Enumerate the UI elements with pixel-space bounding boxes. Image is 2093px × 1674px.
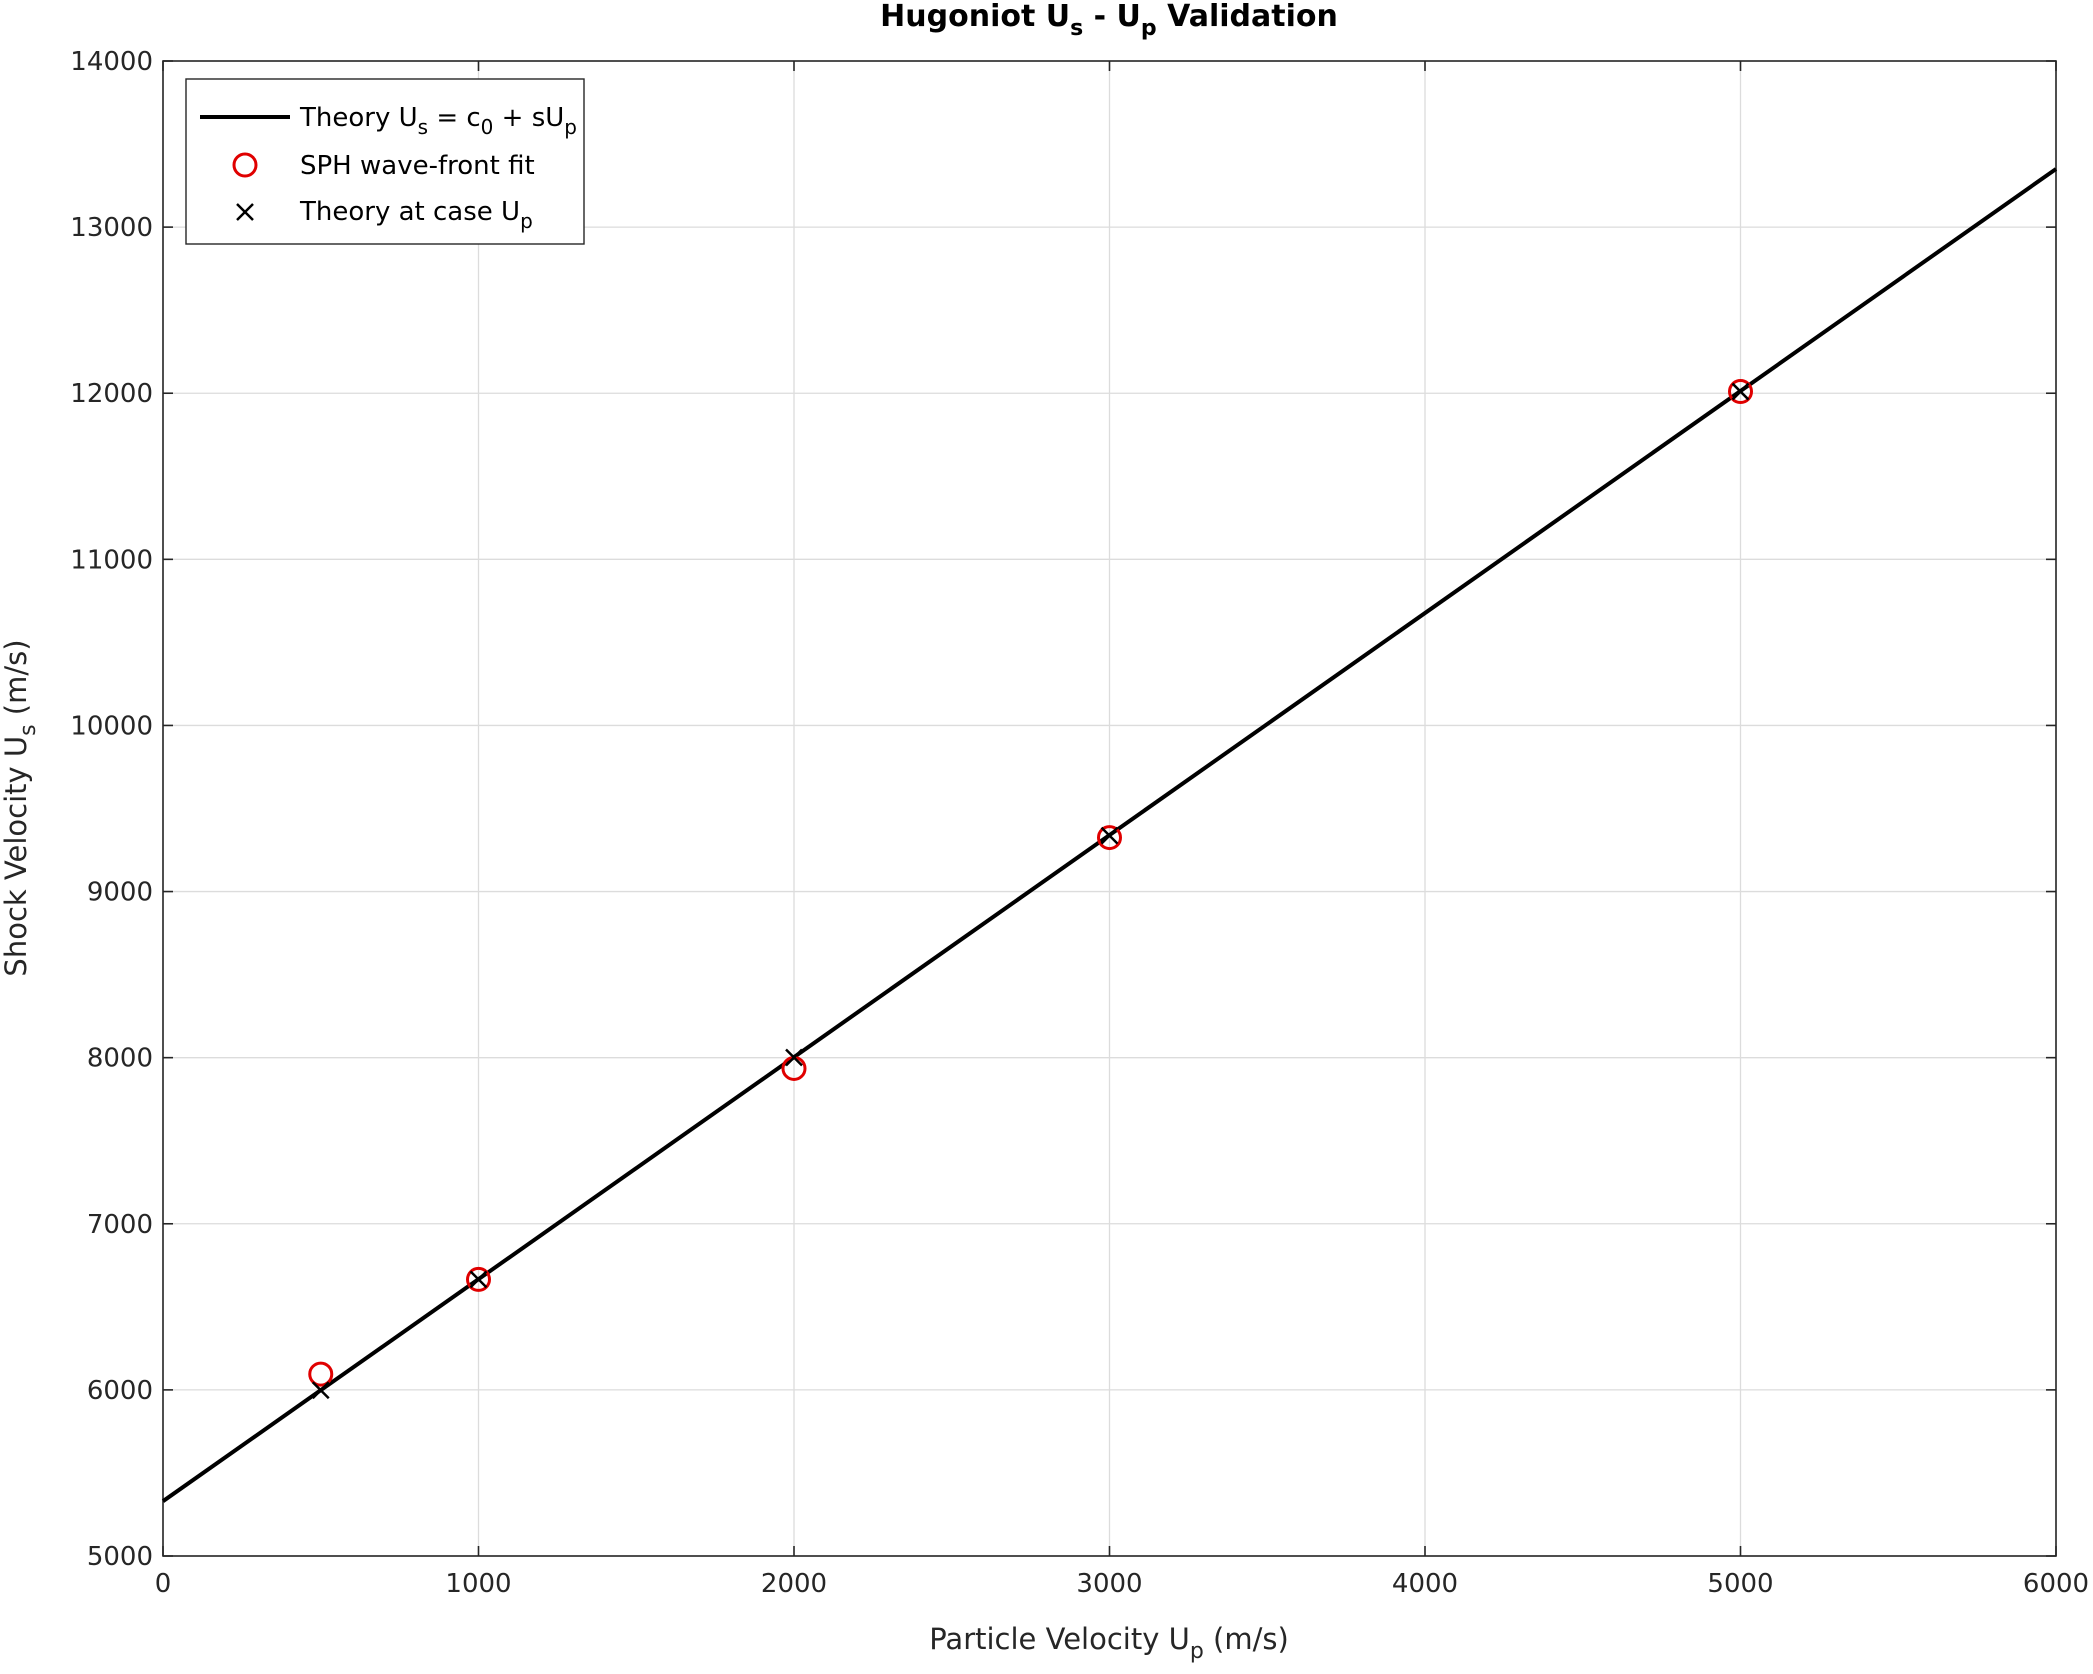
legend-box bbox=[185, 78, 585, 245]
sph-fit-point bbox=[1728, 379, 1753, 405]
x-tick-label: 6000 bbox=[2023, 1569, 2089, 1599]
sph-fit-point bbox=[466, 1266, 491, 1292]
y-tick-label: 8000 bbox=[87, 1044, 153, 1074]
theory-point-marker bbox=[1100, 826, 1119, 845]
series-layer bbox=[161, 167, 2058, 1503]
y-tick-label: 6000 bbox=[87, 1376, 153, 1406]
sph-fit-point bbox=[308, 1361, 334, 1387]
y-tick-label: 5000 bbox=[87, 1542, 153, 1572]
x-tick-label: 0 bbox=[155, 1569, 172, 1599]
theory-point-marker bbox=[785, 1048, 803, 1067]
legend: Theory Us = c0 + sUp SPH wave-front fit … bbox=[185, 78, 585, 245]
x-tick-label: 3000 bbox=[1076, 1569, 1142, 1599]
y-tick-label: 7000 bbox=[87, 1210, 153, 1240]
y-tick-label: 13000 bbox=[70, 213, 153, 243]
grid-layer bbox=[162, 60, 2057, 1557]
theory-point-stroke bbox=[1100, 826, 1119, 845]
sph-fit-point bbox=[1097, 825, 1122, 851]
y-axis-label: Shock Velocity Us (m/s) bbox=[0, 639, 41, 976]
y-tick-label: 10000 bbox=[70, 711, 153, 741]
x-tick-label: 2000 bbox=[761, 1569, 827, 1599]
x-tick-label: 4000 bbox=[1392, 1569, 1458, 1599]
theory-point-stroke bbox=[1731, 382, 1750, 401]
theory-point-stroke bbox=[469, 1270, 488, 1289]
y-tick-label: 9000 bbox=[87, 878, 153, 908]
legend-entry-theory-line: Theory Us = c0 + sUp bbox=[299, 103, 577, 139]
y-tick-label: 14000 bbox=[70, 47, 153, 77]
x-axis-label: Particle Velocity Up (m/s) bbox=[929, 1622, 1289, 1664]
legend-circle-symbol bbox=[232, 152, 258, 178]
chart-title: Hugoniot Us - Up Validation bbox=[880, 0, 1338, 41]
legend-entry-theory-points: Theory at case Up bbox=[299, 197, 533, 233]
y-tick-label: 12000 bbox=[70, 379, 153, 409]
theory-point-marker bbox=[469, 1270, 488, 1289]
theory-point-marker bbox=[311, 1381, 330, 1400]
legend-entry-sph-fit: SPH wave-front fit bbox=[300, 151, 535, 181]
theory-point-stroke bbox=[311, 1381, 330, 1400]
theory-point-stroke bbox=[785, 1048, 803, 1067]
legend-cross-symbol bbox=[236, 203, 254, 221]
theory-point-marker bbox=[1731, 382, 1750, 401]
tick-layer: 0 1000 2000 3000 4000 5000 6000 5000 6000 7000 800… bbox=[70, 47, 2089, 1599]
x-tick-label: 1000 bbox=[445, 1569, 511, 1599]
y-tick-label: 11000 bbox=[70, 545, 153, 575]
x-tick-label: 5000 bbox=[1707, 1569, 1773, 1599]
